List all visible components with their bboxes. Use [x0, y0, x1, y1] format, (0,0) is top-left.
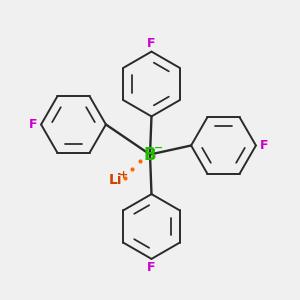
- Text: F: F: [147, 37, 156, 50]
- Text: +: +: [119, 169, 128, 180]
- Text: F: F: [28, 118, 37, 131]
- Text: Li: Li: [109, 173, 122, 187]
- Text: B: B: [144, 146, 156, 164]
- Text: −: −: [154, 143, 163, 153]
- Text: F: F: [260, 139, 269, 152]
- Text: F: F: [147, 261, 156, 274]
